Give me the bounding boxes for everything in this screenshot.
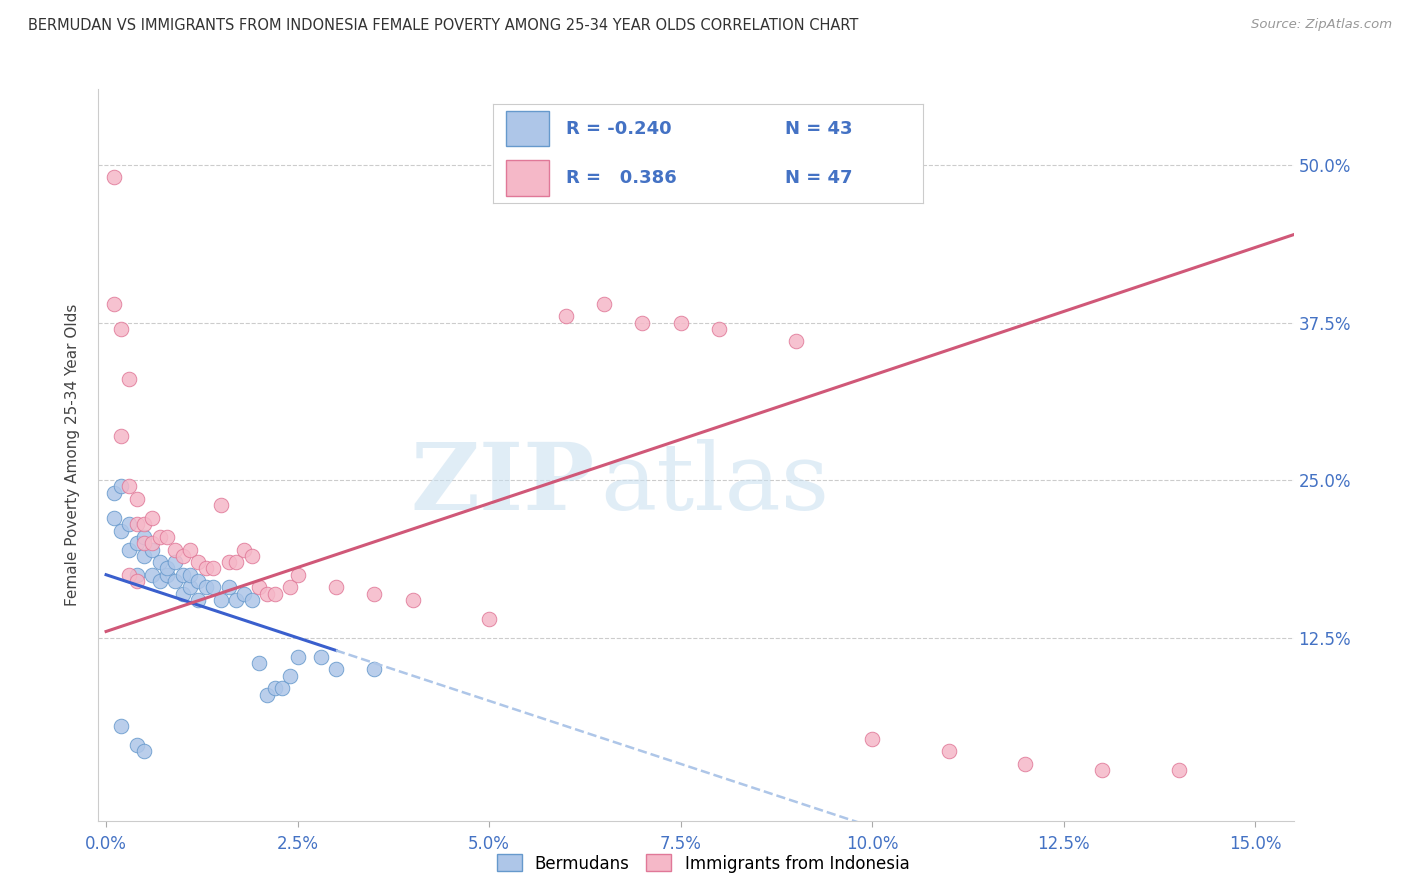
Point — [187, 555, 209, 569]
Point — [256, 688, 278, 702]
Point — [141, 542, 163, 557]
Y-axis label: Female Poverty Among 25-34 Year Olds: Female Poverty Among 25-34 Year Olds — [65, 304, 80, 606]
Point — [1091, 763, 1114, 777]
Point — [149, 574, 172, 588]
Point — [240, 549, 263, 563]
Point — [363, 662, 385, 676]
Point — [202, 580, 225, 594]
Point — [134, 530, 156, 544]
Point — [325, 580, 347, 594]
Point — [103, 170, 125, 185]
Point — [179, 580, 201, 594]
Point — [218, 580, 240, 594]
Point — [247, 656, 270, 670]
Point — [938, 744, 960, 758]
Point — [163, 574, 186, 588]
Point — [187, 593, 209, 607]
Point — [202, 561, 225, 575]
Point — [172, 549, 194, 563]
Point — [156, 567, 179, 582]
Point — [278, 580, 301, 594]
Point — [247, 580, 270, 594]
Point — [110, 719, 132, 733]
Point — [209, 593, 232, 607]
Point — [103, 485, 125, 500]
Point — [233, 542, 256, 557]
Point — [707, 322, 730, 336]
Point — [172, 587, 194, 601]
Point — [363, 587, 385, 601]
Point — [225, 593, 247, 607]
Point — [118, 542, 141, 557]
Point — [118, 372, 141, 386]
Point — [209, 499, 232, 513]
Point — [233, 587, 256, 601]
Point — [141, 511, 163, 525]
Point — [125, 536, 148, 550]
Point — [179, 567, 201, 582]
Point — [225, 555, 247, 569]
Point — [110, 429, 132, 443]
Point — [263, 587, 285, 601]
Point — [256, 587, 278, 601]
Point — [478, 612, 501, 626]
Point — [125, 491, 148, 506]
Legend: Bermudans, Immigrants from Indonesia: Bermudans, Immigrants from Indonesia — [489, 847, 917, 880]
Point — [218, 555, 240, 569]
Point — [118, 517, 141, 532]
Point — [593, 296, 616, 310]
Point — [149, 530, 172, 544]
Point — [134, 517, 156, 532]
Point — [554, 309, 576, 323]
Point — [785, 334, 807, 349]
Point — [669, 316, 692, 330]
Point — [179, 542, 201, 557]
Point — [118, 567, 141, 582]
Point — [163, 555, 186, 569]
Point — [134, 536, 156, 550]
Point — [194, 561, 217, 575]
Point — [156, 561, 179, 575]
Point — [287, 567, 309, 582]
Point — [1014, 756, 1036, 771]
Text: atlas: atlas — [600, 439, 830, 529]
Point — [125, 738, 148, 752]
Text: BERMUDAN VS IMMIGRANTS FROM INDONESIA FEMALE POVERTY AMONG 25-34 YEAR OLDS CORRE: BERMUDAN VS IMMIGRANTS FROM INDONESIA FE… — [28, 18, 859, 33]
Point — [172, 567, 194, 582]
Point — [271, 681, 294, 696]
Text: Source: ZipAtlas.com: Source: ZipAtlas.com — [1251, 18, 1392, 31]
Point — [187, 574, 209, 588]
Point — [287, 649, 309, 664]
Point — [631, 316, 654, 330]
Point — [134, 549, 156, 563]
Point — [156, 530, 179, 544]
Point — [134, 744, 156, 758]
Point — [309, 649, 332, 664]
Point — [325, 662, 347, 676]
Point — [263, 681, 285, 696]
Point — [103, 296, 125, 310]
Point — [194, 580, 217, 594]
Point — [125, 567, 148, 582]
Point — [401, 593, 423, 607]
Text: ZIP: ZIP — [411, 439, 595, 529]
Point — [110, 322, 132, 336]
Point — [118, 479, 141, 493]
Point — [125, 574, 148, 588]
Point — [103, 511, 125, 525]
Point — [278, 668, 301, 682]
Point — [149, 555, 172, 569]
Point — [141, 567, 163, 582]
Point — [860, 731, 883, 746]
Point — [141, 536, 163, 550]
Point — [240, 593, 263, 607]
Point — [163, 542, 186, 557]
Point — [110, 524, 132, 538]
Point — [125, 517, 148, 532]
Point — [110, 479, 132, 493]
Point — [1167, 763, 1189, 777]
